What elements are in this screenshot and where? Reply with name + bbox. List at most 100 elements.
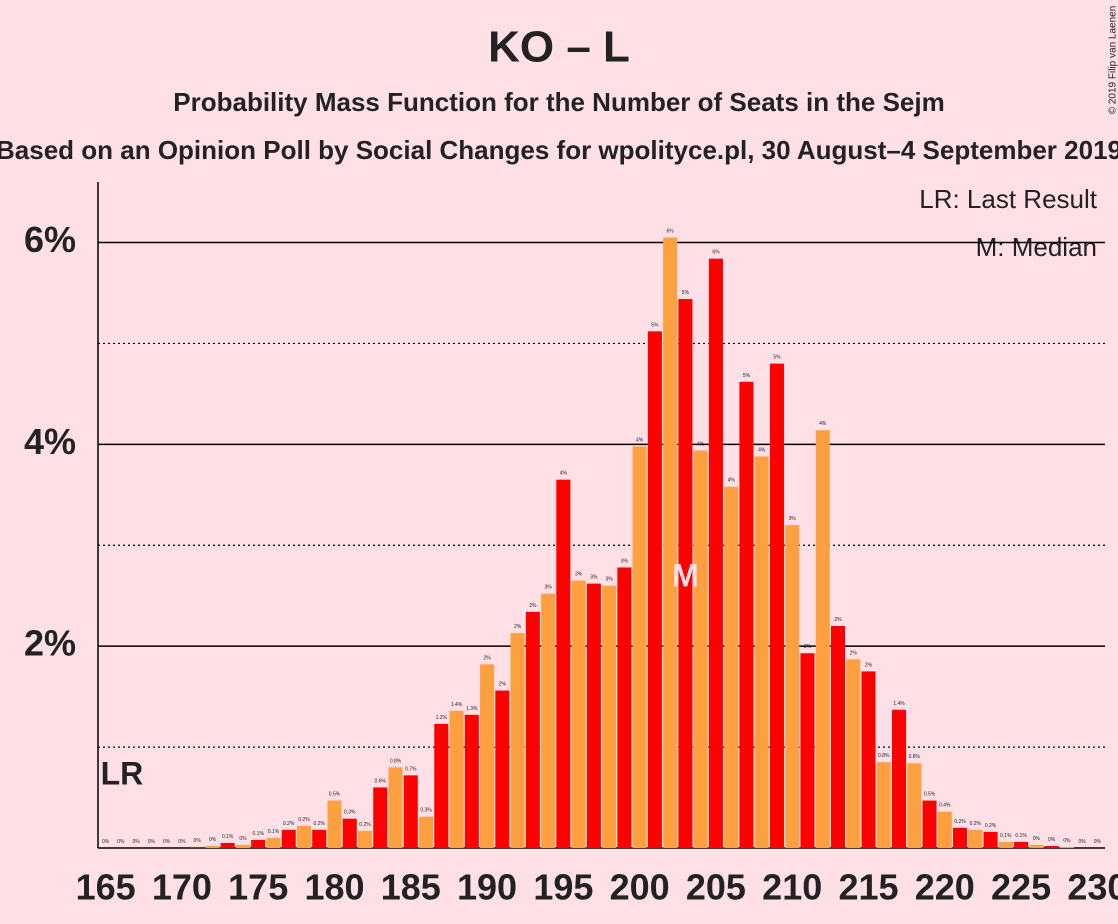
bar	[830, 626, 846, 848]
value-label: 3%	[590, 575, 598, 581]
value-label: 5%	[682, 290, 690, 296]
bar	[296, 825, 311, 848]
value-label: 1.4%	[451, 702, 463, 708]
y-tick-label: 4%	[24, 421, 76, 462]
bar	[541, 593, 556, 848]
x-tick-label: 210	[762, 867, 822, 908]
value-label: 3%	[544, 585, 552, 591]
value-label: 0%	[178, 839, 186, 845]
value-label: 4%	[728, 478, 736, 484]
value-label: 0%	[209, 837, 217, 843]
bar	[693, 450, 708, 848]
bar	[281, 829, 296, 848]
value-label: 0%	[102, 839, 110, 845]
bar	[1059, 846, 1074, 848]
x-tick-label: 230	[1067, 867, 1118, 908]
bar	[556, 479, 571, 848]
bar	[388, 767, 403, 848]
bar	[190, 846, 205, 848]
x-tick-label: 220	[915, 867, 975, 908]
bar	[678, 299, 693, 848]
value-label: 4%	[560, 471, 568, 477]
value-label: 2%	[804, 644, 812, 650]
value-label: 4%	[697, 441, 705, 447]
bar	[449, 710, 464, 848]
bar	[495, 690, 510, 848]
value-label: 2%	[529, 603, 537, 609]
value-label: 0.3%	[420, 808, 432, 814]
bar	[464, 714, 479, 848]
x-tick-label: 165	[76, 867, 136, 908]
bar	[403, 775, 418, 848]
value-label: 1.4%	[893, 701, 905, 707]
caption: Based on an Opinion Poll by Social Chang…	[0, 135, 1118, 165]
value-label: 0.2%	[298, 817, 310, 823]
bar	[327, 800, 342, 848]
bar	[876, 762, 891, 848]
value-label: 0.2%	[359, 822, 371, 828]
bar	[205, 845, 220, 848]
value-label: 2%	[850, 650, 858, 656]
value-label: 0%	[133, 839, 141, 845]
value-label: 0.1%	[268, 829, 280, 835]
x-tick-label: 185	[381, 867, 441, 908]
bar	[602, 585, 617, 848]
value-label: 0%	[148, 839, 156, 845]
value-label: 2%	[483, 655, 491, 661]
value-label: 0.1%	[222, 834, 234, 840]
bar	[373, 787, 388, 848]
last-result-marker: LR	[101, 755, 144, 791]
value-label: 0.8%	[390, 758, 402, 764]
value-label: 5%	[651, 322, 659, 328]
bar	[617, 567, 632, 848]
legend-entry: M: Median	[976, 232, 1097, 262]
value-label: 3%	[789, 516, 797, 522]
bar	[907, 763, 922, 848]
bar	[937, 811, 952, 848]
bar	[525, 611, 540, 848]
value-label: 0.2%	[985, 823, 997, 829]
value-label: 2%	[499, 682, 507, 688]
bar	[1014, 841, 1029, 848]
chart-title: KO – L	[488, 23, 630, 72]
bar	[632, 446, 647, 848]
value-label: 0.3%	[344, 810, 356, 816]
value-label: 0%	[1094, 839, 1102, 845]
bar	[663, 237, 678, 848]
value-label: 0%	[1033, 836, 1041, 842]
value-label: 0%	[117, 839, 125, 845]
value-label: 0%	[239, 836, 247, 842]
value-label: 0.1%	[253, 831, 265, 837]
value-label: 0%	[163, 839, 171, 845]
value-label: 0.1%	[1015, 833, 1027, 839]
value-label: 0%	[1078, 839, 1086, 845]
x-tick-label: 225	[991, 867, 1051, 908]
value-label: 2%	[514, 624, 522, 630]
value-label: 2%	[865, 662, 873, 668]
value-label: 0%	[194, 838, 202, 844]
bar	[953, 827, 968, 848]
median-marker: M	[672, 557, 699, 593]
x-tick-label: 215	[838, 867, 898, 908]
value-label: 0.5%	[924, 792, 936, 798]
bar	[266, 837, 281, 848]
x-tick-label: 200	[610, 867, 670, 908]
bar	[586, 583, 601, 848]
bar	[800, 653, 815, 848]
bar	[571, 580, 586, 848]
value-label: 0%	[1063, 838, 1071, 844]
bar	[235, 844, 250, 848]
value-label: 2%	[834, 617, 842, 623]
y-tick-label: 6%	[24, 219, 76, 260]
value-label: 3%	[621, 558, 629, 564]
bar	[510, 633, 525, 848]
value-label: 0.2%	[314, 821, 326, 827]
bar	[419, 816, 434, 848]
bar	[647, 331, 662, 848]
bar	[968, 829, 983, 848]
value-label: 0.5%	[329, 792, 341, 798]
bar	[815, 430, 830, 848]
value-label: 1.3%	[466, 706, 478, 712]
value-label: 0%	[1048, 837, 1056, 843]
